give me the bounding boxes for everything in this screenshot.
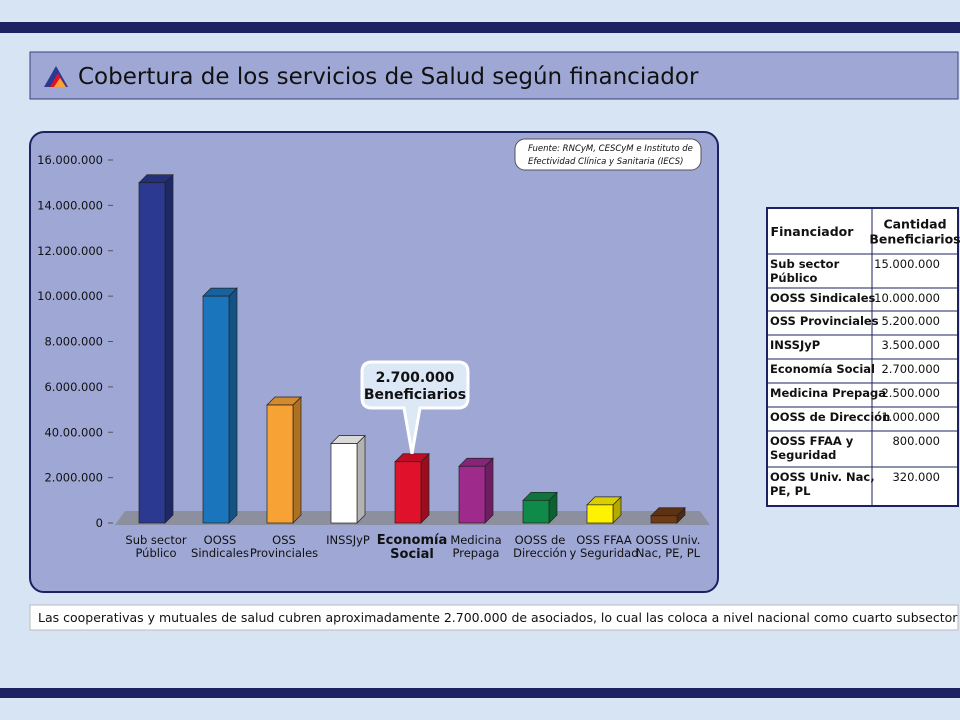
- title: Cobertura de los servicios de Salud segú…: [78, 64, 699, 90]
- y-tick-label: 40.00.000: [44, 425, 103, 439]
- table: [766, 207, 959, 507]
- bar-side: [356, 434, 366, 524]
- y-tick-label: 16.000.000: [37, 153, 103, 167]
- table-header: Cantidad: [883, 217, 946, 232]
- y-tick-label: 2.000.000: [44, 471, 103, 485]
- table-cell: OSS Provinciales: [770, 314, 879, 328]
- table-cell: OOSS de Dirección: [770, 410, 890, 424]
- y-tick-label: 10.000.000: [37, 289, 103, 303]
- table-cell: PE, PL: [770, 484, 811, 498]
- logo: [44, 66, 68, 87]
- top-band: [0, 22, 960, 33]
- table-cell: 3.500.000: [881, 338, 940, 352]
- bar: [266, 404, 294, 524]
- table-cell: 1.000.000: [881, 410, 940, 424]
- bar: [650, 515, 678, 524]
- x-tick-label: OOSS de: [515, 533, 566, 547]
- callout-text: Beneficiarios: [364, 387, 466, 403]
- x-tick-label: OOSS Univ.: [636, 533, 701, 547]
- table-cell: 15.000.000: [874, 257, 940, 271]
- source-box: [514, 138, 702, 171]
- x-tick-label: OSS FFAA: [576, 533, 632, 547]
- bar-side: [420, 452, 430, 524]
- x-tick-label: OSS: [272, 533, 296, 547]
- x-tick-label: Economía: [377, 533, 447, 548]
- table-header: Financiador: [771, 224, 855, 239]
- table-cell: OOSS Sindicales: [770, 291, 876, 305]
- x-tick-label: INSSJyP: [326, 533, 370, 547]
- table-cell: OOSS Univ. Nac,: [770, 470, 875, 484]
- x-tick-label: Social: [390, 547, 434, 562]
- table-cell: 2.700.000: [881, 362, 940, 376]
- footnote: Las cooperativas y mutuales de salud cub…: [38, 610, 960, 625]
- x-tick-label: OOSS: [204, 533, 237, 547]
- bottom-band: [0, 688, 960, 698]
- table-cell: Público: [770, 271, 818, 285]
- bar-side: [292, 396, 302, 524]
- footnote-box: [29, 604, 959, 631]
- table-cell: 10.000.000: [874, 291, 940, 305]
- x-tick-label: Provinciales: [250, 546, 318, 560]
- table-cell: 320.000: [892, 470, 940, 484]
- table-cell: INSSJyP: [770, 338, 820, 352]
- x-tick-label: Prepaga: [453, 546, 500, 560]
- y-tick-label: 0: [96, 516, 103, 530]
- x-tick-label: Sindicales: [191, 546, 249, 560]
- x-tick-label: Medicina: [450, 533, 501, 547]
- callout-text: 2.700.000: [376, 370, 455, 386]
- table-cell: Seguridad: [770, 448, 836, 462]
- y-tick-label: 12.000.000: [37, 244, 103, 258]
- x-tick-label: y Seguridad: [570, 546, 639, 560]
- table-cell: Economía Social: [770, 362, 875, 376]
- bar: [586, 504, 614, 524]
- bar: [394, 461, 422, 524]
- x-tick-label: Nac, PE, PL: [636, 546, 701, 560]
- source-line: Efectividad Clínica y Sanitaria (IECS): [528, 157, 683, 167]
- table-cell: Sub sector: [770, 257, 840, 271]
- bar: [522, 499, 550, 524]
- bar-side: [164, 173, 174, 524]
- callout: [360, 360, 470, 455]
- bar: [330, 443, 358, 524]
- bar: [458, 465, 486, 524]
- table-cell: Medicina Prepaga: [770, 386, 886, 400]
- source-line: Fuente: RNCyM, CESCyM e Instituto de: [528, 144, 693, 154]
- x-tick-label: Sub sector: [125, 533, 186, 547]
- table-cell: 2.500.000: [881, 386, 940, 400]
- table-cell: 800.000: [892, 434, 940, 448]
- table-cell: 5.200.000: [881, 314, 940, 328]
- x-tick-label: Público: [135, 546, 176, 560]
- table-header: Beneficiarios: [869, 232, 960, 247]
- x-tick-label: Dirección: [513, 546, 567, 560]
- bar-side: [484, 457, 494, 524]
- title-box: [29, 51, 959, 100]
- y-tick-label: 6.000.000: [44, 380, 103, 394]
- bar: [202, 295, 230, 524]
- table-cell: OOSS FFAA y: [770, 434, 854, 448]
- y-tick-label: 14.000.000: [37, 198, 103, 212]
- bar-side: [228, 287, 238, 524]
- y-tick-label: 8.000.000: [44, 335, 103, 349]
- bar: [138, 182, 166, 524]
